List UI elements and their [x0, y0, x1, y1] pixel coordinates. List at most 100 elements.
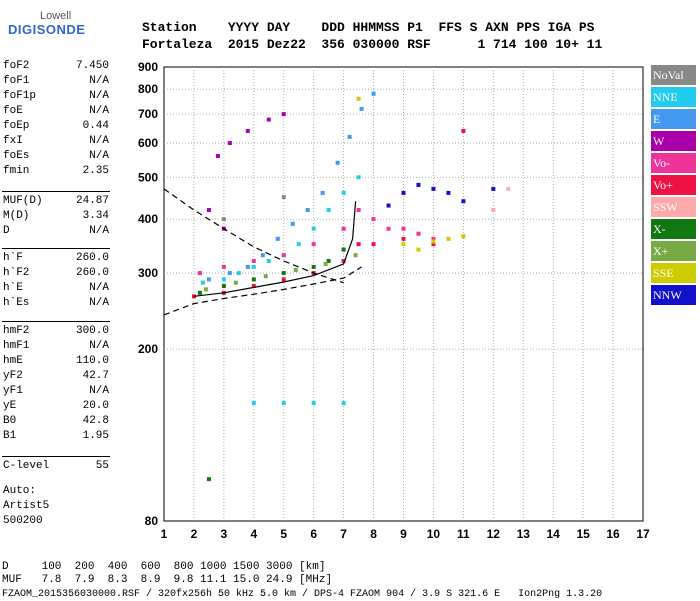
- legend-item: X+: [651, 241, 696, 261]
- scatter-point-vo+: [356, 242, 361, 247]
- parameter-separator: [2, 321, 110, 322]
- parameter-name: hmF1: [3, 340, 30, 352]
- scatter-point-vo+: [251, 284, 256, 289]
- scatter-point-e: [206, 277, 211, 282]
- logo-digisonde-text: DIGISONDE: [8, 22, 86, 37]
- scatter-point-x+: [323, 261, 328, 266]
- scatter-point-nne: [221, 277, 226, 282]
- parameter-name: B1: [3, 430, 17, 442]
- scatter-point-sse: [461, 234, 466, 239]
- scatter-point-x+: [203, 287, 208, 292]
- parameter-row: h`F2 260.0: [3, 266, 109, 281]
- parameter-value: N/A: [89, 90, 109, 102]
- scatter-point-w: [281, 112, 286, 117]
- x-tick-label: 7: [340, 527, 347, 541]
- parameter-row: D N/A: [3, 224, 109, 239]
- footer-file-info: FZAOM_2015356030000.RSF / 320fx256h 50 k…: [2, 589, 603, 600]
- scatter-point-x-: [251, 277, 256, 282]
- parameter-name: fmin: [3, 165, 30, 177]
- parameter-separator: [2, 456, 110, 457]
- scatter-point-vo+: [401, 236, 406, 241]
- x-tick-label: 2: [191, 527, 198, 541]
- scatter-point-vo-: [416, 231, 421, 236]
- scatter-point-sse: [446, 236, 451, 241]
- scatter-point-x+: [353, 253, 358, 258]
- parameter-row: fmin 2.35: [3, 164, 109, 179]
- scatter-point-nnw: [386, 203, 391, 208]
- parameter-separator: [2, 191, 110, 192]
- scatter-point-nne: [200, 280, 205, 285]
- scatter-point-e: [347, 134, 352, 139]
- scatter-point-nnw: [491, 186, 496, 191]
- auto-code: 500200: [3, 515, 43, 527]
- scatter-point-e: [320, 190, 325, 195]
- scatter-point-x-: [281, 271, 286, 276]
- parameter-value: 3.34: [82, 210, 109, 222]
- parameter-name: hmE: [3, 355, 23, 367]
- scatter-point-x+: [293, 267, 298, 272]
- parameter-row: C-level 55: [3, 459, 109, 474]
- x-tick-label: 11: [457, 527, 470, 541]
- parameter-value: 24.87: [75, 195, 109, 207]
- x-tick-label: 12: [487, 527, 501, 541]
- legend-item: NoVal: [651, 65, 696, 85]
- y-tick-label: 300: [138, 266, 158, 280]
- parameter-value: N/A: [89, 225, 109, 237]
- legend-item: Vo-: [651, 153, 696, 173]
- scatter-point-e: [260, 253, 265, 258]
- legend-item: SSW: [651, 197, 696, 217]
- y-tick-label: 80: [145, 514, 159, 528]
- scatter-point-nne: [251, 401, 256, 406]
- scatter-point-nne: [251, 264, 256, 269]
- parameter-name: yE: [3, 400, 17, 412]
- auto-label: Auto:: [3, 485, 37, 497]
- parameter-name: foE: [3, 105, 23, 117]
- y-tick-label: 900: [138, 60, 158, 74]
- scatter-point-noval: [281, 195, 286, 200]
- parameter-row: yE 20.0: [3, 399, 109, 414]
- profile-trace-dashed: [163, 188, 344, 284]
- legend-item: W: [651, 131, 696, 151]
- scatter-point-x-: [311, 264, 316, 269]
- x-tick-label: 4: [250, 527, 257, 541]
- y-tick-label: 700: [138, 107, 158, 121]
- legend-item: SSE: [651, 263, 696, 283]
- header-line-1: Station YYYY DAY DDD HHMMSS P1 FFS S AXN…: [142, 20, 595, 35]
- scatter-point-e: [359, 106, 364, 111]
- parameter-row: hmF1 N/A: [3, 339, 109, 354]
- scatter-point-nne: [341, 190, 346, 195]
- scatter-point-x-: [206, 477, 211, 482]
- parameter-row: MUF(D) 24.87: [3, 194, 109, 209]
- scatter-point-ssw: [491, 207, 496, 212]
- scatter-point-nnw: [431, 186, 436, 191]
- parameter-name: C-level: [3, 460, 50, 472]
- scatter-point-e: [245, 264, 250, 269]
- parameter-separator: [2, 248, 110, 249]
- scatter-point-vo-: [356, 207, 361, 212]
- x-tick-label: 5: [280, 527, 287, 541]
- scatter-point-nnw: [416, 182, 421, 187]
- scatter-point-vo+: [281, 277, 286, 282]
- scatter-point-e: [371, 91, 376, 96]
- parameter-value: 20.0: [82, 400, 109, 412]
- parameter-name: foEp: [3, 120, 30, 132]
- auto-method: Artist5: [3, 500, 50, 512]
- parameter-row: foEs N/A: [3, 149, 109, 164]
- y-tick-label: 200: [138, 342, 158, 356]
- scatter-point-w: [266, 117, 271, 122]
- scatter-point-x-: [221, 284, 226, 289]
- parameter-name: yF1: [3, 385, 23, 397]
- parameter-value: N/A: [89, 282, 109, 294]
- scatter-point-x+: [263, 274, 268, 279]
- scatter-point-w: [245, 128, 250, 133]
- parameter-row: B0 42.8: [3, 414, 109, 429]
- parameter-row: foF1p N/A: [3, 89, 109, 104]
- scatter-point-nne: [281, 401, 286, 406]
- scatter-point-nne: [311, 226, 316, 231]
- scatter-point-vo-: [251, 258, 256, 263]
- legend-item: X-: [651, 219, 696, 239]
- parameter-value: N/A: [89, 385, 109, 397]
- x-tick-label: 17: [636, 527, 650, 541]
- parameter-row: h`F 260.0: [3, 251, 109, 266]
- scatter-point-nnw: [446, 190, 451, 195]
